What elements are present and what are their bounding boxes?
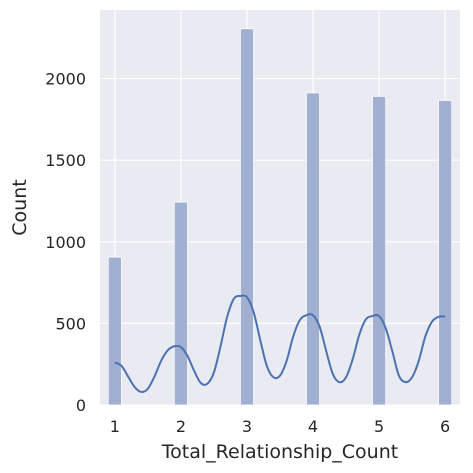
bar bbox=[306, 92, 321, 406]
x-tick-label: 2 bbox=[176, 417, 186, 436]
x-tick-label: 5 bbox=[374, 417, 384, 436]
kde-series bbox=[114, 294, 446, 393]
bar bbox=[239, 28, 254, 406]
y-tick-label: 1500 bbox=[45, 151, 86, 170]
y-tick-label: 1000 bbox=[45, 233, 86, 252]
bar-series bbox=[107, 28, 453, 406]
plot-background bbox=[100, 10, 460, 405]
x-axis-label: Total_Relationship_Count bbox=[161, 441, 398, 463]
x-tick-label: 3 bbox=[242, 417, 252, 436]
y-tick-labels: 0 500 1000 1500 2000 bbox=[45, 70, 86, 415]
bar bbox=[372, 95, 387, 406]
x-tick-label: 1 bbox=[110, 417, 120, 436]
y-tick-label: 500 bbox=[55, 314, 86, 333]
bar bbox=[438, 100, 453, 406]
bar bbox=[173, 201, 188, 406]
kde-line bbox=[114, 294, 446, 393]
x-tick-label: 6 bbox=[440, 417, 450, 436]
y-tick-label: 0 bbox=[76, 396, 86, 415]
bar bbox=[107, 256, 122, 406]
y-tick-label: 2000 bbox=[45, 70, 86, 89]
y-axis-label: Count bbox=[9, 179, 31, 235]
x-tick-labels: 1 2 3 4 5 6 bbox=[110, 417, 450, 436]
x-tick-label: 4 bbox=[308, 417, 318, 436]
